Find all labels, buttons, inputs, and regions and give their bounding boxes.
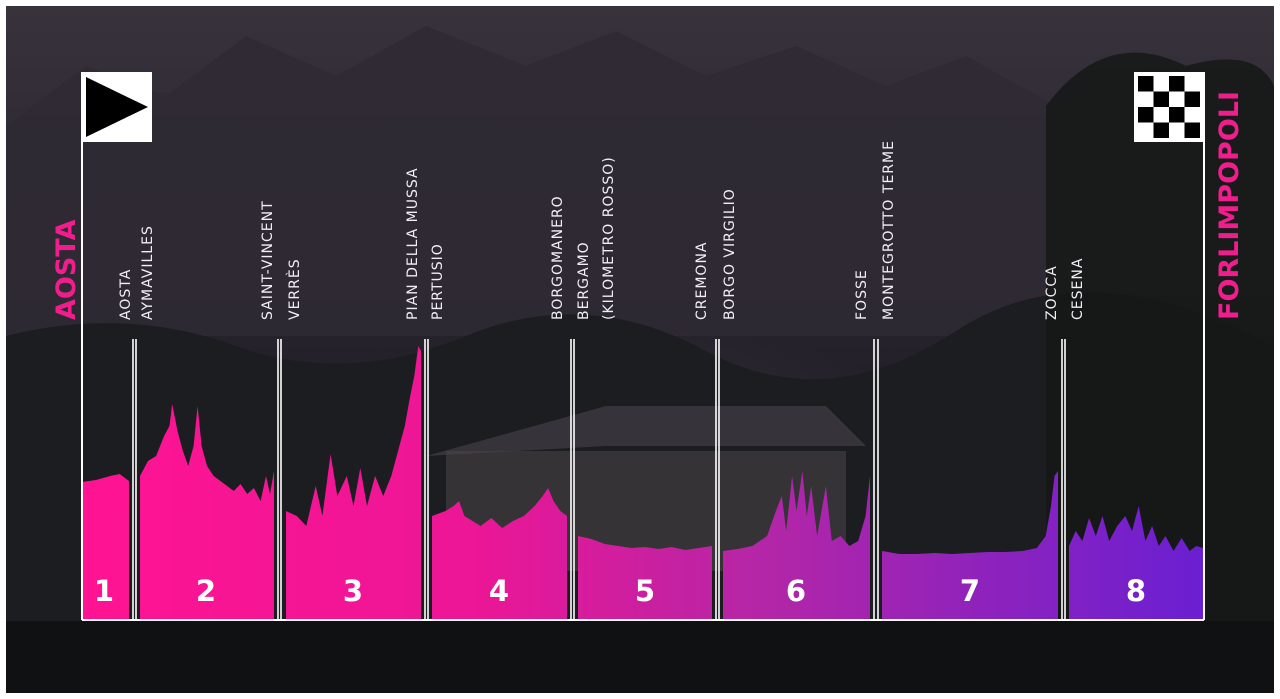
- checkered-flag-icon: [1138, 76, 1200, 138]
- mountain-range: [6, 26, 1274, 336]
- stage-2-place-label: SAINT-VINCENT: [260, 200, 276, 320]
- stage-3-place-label: PERTUSIO: [430, 243, 446, 320]
- stage-7-place-label: CESENA: [1070, 257, 1086, 320]
- house-roof: [426, 406, 866, 456]
- stage-6-number: 6: [785, 574, 807, 608]
- stage-3-elevation: [286, 346, 421, 620]
- ground: [6, 621, 1274, 693]
- checker-square: [1169, 107, 1185, 123]
- stage-3-place-label: PIAN DELLA MUSSA: [405, 167, 421, 320]
- stage-1-place-label: AYMAVILLES: [140, 225, 156, 320]
- finish-flag: [1134, 72, 1204, 142]
- stage-4-number: 4: [488, 574, 510, 608]
- stage-1-number: 1: [93, 574, 115, 608]
- stage-5-number: 5: [634, 574, 656, 608]
- stage-7-elevation: [882, 471, 1058, 620]
- checker-square: [1138, 107, 1154, 123]
- checker-square: [1169, 76, 1185, 92]
- stage-4-place-label: (KILOMETRO ROSSO): [601, 156, 617, 320]
- stage-2-elevation: [140, 404, 274, 620]
- race-profile-chart: [81, 72, 1205, 621]
- stage-7-place-label: ZOCCA: [1044, 265, 1060, 320]
- stage-4-elevation: [432, 488, 567, 620]
- start-city-label: AOSTA: [51, 219, 82, 320]
- checker-square: [1138, 76, 1154, 92]
- stage-5-place-label: BORGO VIRGILIO: [722, 188, 738, 320]
- checker-square: [1153, 122, 1169, 138]
- finish-city-label: FORLIMPOPOLI: [1214, 90, 1245, 320]
- stage-4-place-label: BERGAMO: [576, 241, 592, 320]
- stage-6-elevation: [723, 471, 870, 620]
- triangle-start-flag-icon: [86, 77, 148, 137]
- stage-6-place-label: FOSSE: [854, 269, 870, 320]
- infographic-canvas: AOSTA FORLIMPOPOLI AOSTA AYMAVILLES SAINT-…: [6, 6, 1274, 693]
- stage-1-elevation: [82, 474, 129, 620]
- stage-2-place-label: VERRÈS: [287, 258, 303, 320]
- stage-4-place-label: BORGOMANERO: [550, 195, 566, 320]
- stage-5-place-label: CREMONA: [694, 241, 710, 321]
- stage-8-number: 8: [1125, 574, 1147, 608]
- stage-8-elevation: [1069, 506, 1203, 620]
- stage-1-place-label: AOSTA: [118, 268, 134, 320]
- stage-5-elevation: [578, 536, 712, 620]
- checker-square: [1153, 91, 1169, 107]
- checker-square: [1184, 122, 1200, 138]
- checker-square: [1184, 91, 1200, 107]
- stage-2-number: 2: [195, 574, 217, 608]
- stage-7-number: 7: [959, 574, 981, 608]
- start-flag: [82, 72, 152, 142]
- stage-3-number: 3: [342, 574, 364, 608]
- stage-6-place-label: MONTEGROTTO TERME: [881, 140, 897, 320]
